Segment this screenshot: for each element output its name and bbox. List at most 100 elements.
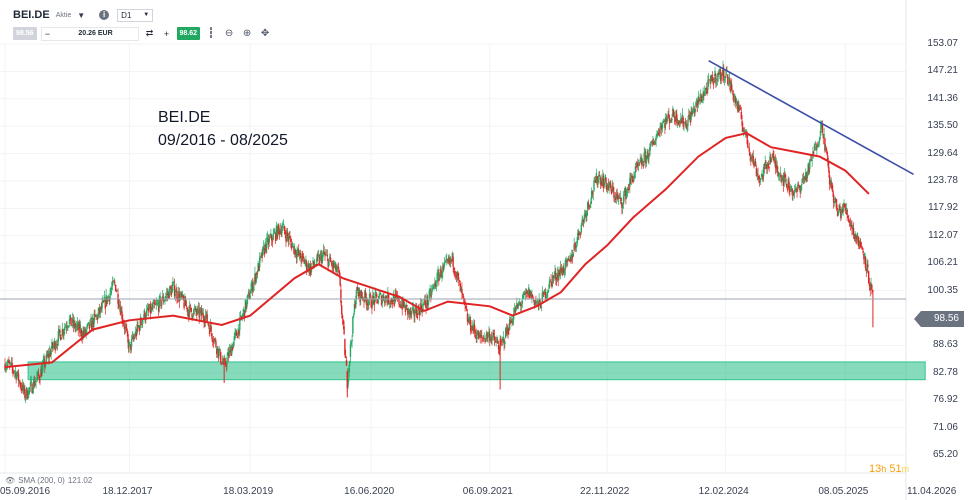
swap-icon[interactable]: ⇄ [145, 28, 154, 38]
increase-button[interactable]: + [163, 28, 170, 39]
candle-body [416, 316, 419, 319]
buy-button[interactable]: 98.62 [176, 27, 201, 40]
candle-body [473, 323, 475, 329]
candle-body [493, 336, 496, 341]
candle-body [757, 174, 759, 176]
candle-body [594, 180, 597, 183]
candle-body [182, 295, 185, 300]
candle-body [746, 131, 748, 138]
candle-body [645, 155, 647, 164]
candle-body [659, 126, 661, 134]
candle-body [419, 310, 421, 316]
candle-body [431, 288, 434, 290]
amount-input[interactable]: 20.26 EUR [78, 30, 113, 37]
candle-body [762, 174, 764, 180]
candle-body [690, 110, 692, 120]
candle-body [334, 262, 337, 266]
candle-body [243, 310, 246, 317]
candle-body [164, 299, 166, 301]
candle-body [590, 201, 592, 205]
candle-body [808, 166, 810, 173]
candle-body [633, 176, 635, 181]
candle-body [178, 293, 181, 302]
candle-body [656, 133, 658, 136]
candle-body [137, 325, 139, 328]
candle-body [728, 77, 731, 83]
candle-body [76, 322, 79, 325]
candle-body [65, 326, 67, 328]
candle-body [48, 351, 51, 357]
symbol-dropdown-icon[interactable]: ▼ [77, 10, 86, 20]
candle-body [512, 313, 515, 320]
candle-body [458, 277, 460, 280]
candle-body [251, 281, 253, 287]
decrease-button[interactable]: − [44, 28, 51, 39]
eye-icon[interactable]: 👁 [5, 476, 16, 485]
candle-body [749, 152, 751, 156]
candle-body [5, 367, 7, 370]
candle-body [329, 258, 332, 262]
candle-body [68, 319, 71, 325]
candle-body [607, 185, 610, 190]
candle-body [391, 302, 394, 304]
candle-body [255, 272, 258, 280]
candle-body [118, 304, 121, 307]
candle-body [633, 174, 636, 176]
candle-body [278, 225, 280, 228]
candle-body [704, 87, 707, 91]
candle-body [202, 313, 204, 318]
candle-body [477, 330, 479, 335]
candle-body [36, 376, 38, 380]
candle-body [196, 312, 198, 315]
crosshair-icon[interactable]: ✥ [260, 28, 270, 39]
candle-body [516, 302, 518, 305]
candle-body [149, 306, 152, 314]
candle-body [127, 339, 130, 349]
candle-body [383, 301, 386, 304]
candle-body [754, 160, 756, 166]
candle-body [488, 331, 490, 334]
candle-body [634, 166, 637, 173]
candle-body [269, 237, 271, 239]
candle-body [285, 236, 287, 242]
symbol-name[interactable]: BEI.DE [13, 9, 50, 21]
sma-legend[interactable]: 👁 SMA (200, 0) 121.02 [5, 476, 92, 485]
candle-body [283, 225, 286, 231]
candle-body [411, 311, 413, 315]
y-tick-label: 147.21 [927, 65, 958, 77]
candle-body [177, 299, 179, 301]
candle-body [794, 188, 797, 191]
timeframe-select[interactable]: D1 ▼ [117, 8, 154, 22]
candle-body [585, 213, 587, 218]
candle-body [87, 321, 90, 324]
candle-body [834, 197, 836, 201]
candle-body [763, 167, 766, 169]
candle-body [840, 212, 842, 218]
candle-body [451, 253, 454, 259]
candle-body [348, 360, 351, 367]
candle-body [590, 191, 593, 199]
candle-body [826, 151, 828, 156]
candle-body [332, 261, 334, 266]
candle-body [67, 325, 70, 327]
sell-button[interactable]: 98.56 [13, 27, 37, 40]
candle-body [253, 279, 255, 285]
candle-body [664, 116, 667, 126]
candle-body [284, 231, 286, 235]
candle-body [161, 301, 163, 306]
zoom-in-icon[interactable]: ⊕ [242, 28, 252, 39]
candles-icon[interactable]: ┇ [208, 28, 215, 39]
candle-body [821, 124, 824, 133]
candle-body [206, 314, 208, 323]
candle-body [63, 331, 65, 334]
candle-body [686, 127, 688, 129]
candle-body [543, 292, 545, 295]
candle-body [309, 266, 312, 275]
candle-body [272, 233, 274, 240]
candle-body [278, 229, 281, 235]
info-icon[interactable]: i [99, 10, 110, 20]
candle-body [854, 233, 856, 238]
zoom-out-icon[interactable]: ⊖ [224, 28, 234, 39]
candle-body [128, 342, 130, 348]
